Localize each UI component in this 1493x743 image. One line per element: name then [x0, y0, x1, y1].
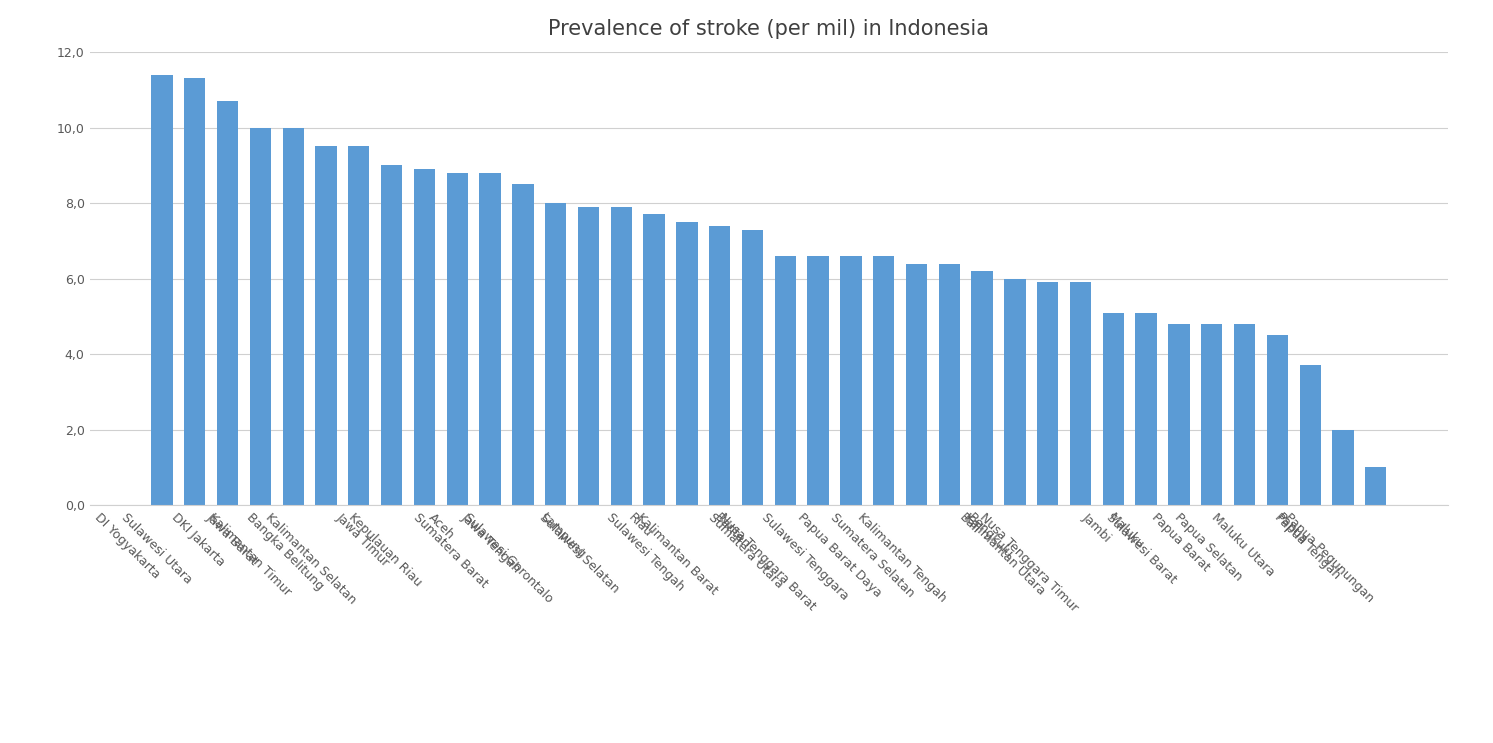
- Bar: [1169, 324, 1190, 505]
- Bar: [808, 256, 829, 505]
- Bar: [906, 264, 927, 505]
- Bar: [1038, 282, 1059, 505]
- Bar: [1266, 335, 1288, 505]
- Bar: [414, 169, 434, 505]
- Bar: [249, 128, 272, 505]
- Title: Prevalence of stroke (per mil) in Indonesia: Prevalence of stroke (per mil) in Indone…: [548, 19, 990, 39]
- Bar: [446, 173, 467, 505]
- Bar: [1332, 429, 1354, 505]
- Bar: [1365, 467, 1387, 505]
- Bar: [742, 230, 763, 505]
- Bar: [512, 184, 533, 505]
- Bar: [643, 215, 664, 505]
- Bar: [939, 264, 960, 505]
- Bar: [184, 79, 206, 505]
- Bar: [479, 173, 500, 505]
- Bar: [676, 222, 697, 505]
- Bar: [1070, 282, 1091, 505]
- Bar: [1103, 313, 1124, 505]
- Bar: [709, 226, 730, 505]
- Bar: [1005, 279, 1026, 505]
- Bar: [972, 271, 993, 505]
- Bar: [151, 75, 173, 505]
- Bar: [216, 101, 239, 505]
- Bar: [578, 207, 599, 505]
- Bar: [1233, 324, 1256, 505]
- Bar: [873, 256, 894, 505]
- Bar: [381, 166, 402, 505]
- Bar: [1200, 324, 1223, 505]
- Bar: [775, 256, 796, 505]
- Bar: [282, 128, 305, 505]
- Bar: [841, 256, 861, 505]
- Bar: [1136, 313, 1157, 505]
- Bar: [1299, 366, 1321, 505]
- Bar: [348, 146, 369, 505]
- Bar: [315, 146, 337, 505]
- Bar: [545, 203, 566, 505]
- Bar: [611, 207, 632, 505]
